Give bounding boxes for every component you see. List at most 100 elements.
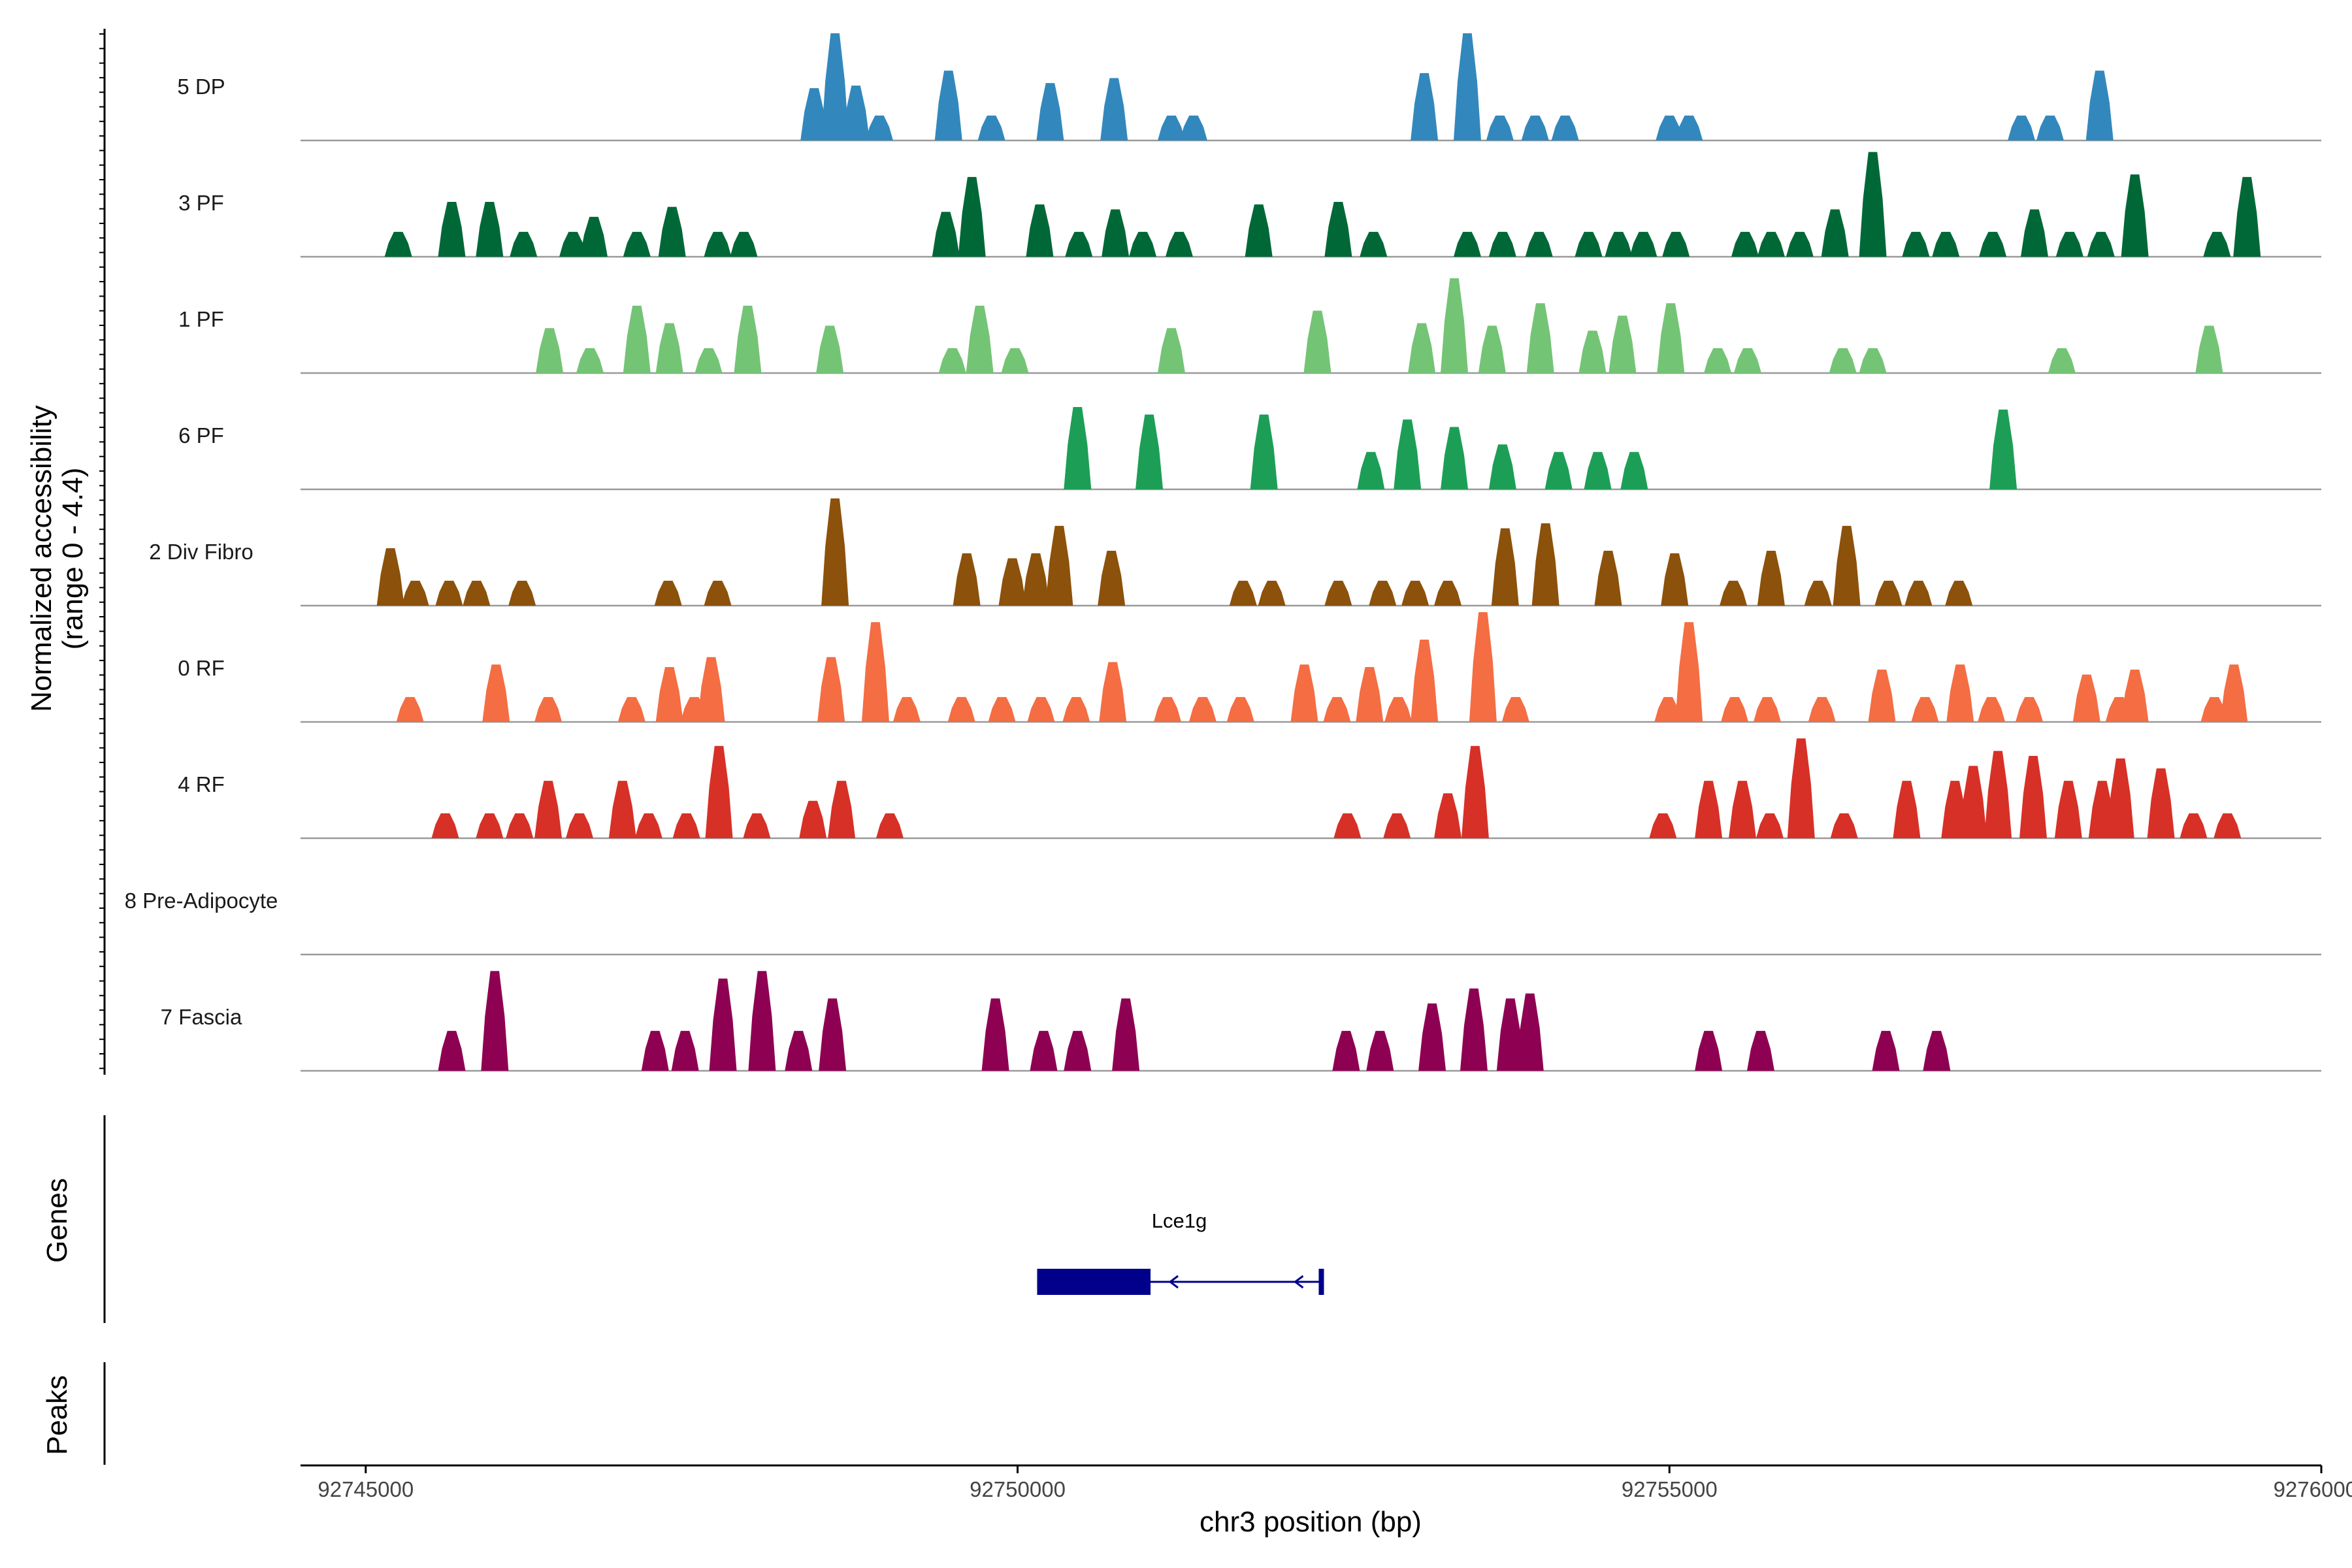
coverage-peak (1179, 115, 1207, 140)
coverage-peak (1526, 303, 1554, 373)
coverage-peak (1872, 1030, 1900, 1071)
coverage-peak (1584, 451, 1612, 489)
coverage-peak (623, 231, 651, 257)
coverage-peak (1488, 444, 1516, 489)
x-tick-label: 92750000 (970, 1477, 1066, 1501)
track-label: 4 RF (178, 772, 225, 796)
coverage-peak (1662, 231, 1690, 257)
coverage-peak (1695, 1030, 1723, 1071)
coverage-peak (1001, 348, 1029, 373)
coverage-peak (1946, 664, 1974, 722)
coverage-peak (2020, 209, 2048, 257)
gene-exon (1037, 1269, 1151, 1295)
gene-end-exon (1318, 1269, 1324, 1295)
coverage-peak (1332, 1030, 1360, 1071)
coverage-peak (1411, 640, 1439, 722)
coverage-peak (1027, 696, 1055, 722)
coverage-peak (2203, 231, 2231, 257)
coverage-peak (1157, 115, 1185, 140)
coverage-peak (1098, 551, 1126, 606)
coverage-peak (476, 813, 504, 838)
coverage-peak (1978, 696, 2006, 722)
track-label: 0 RF (178, 656, 225, 680)
coverage-peak (1229, 580, 1257, 606)
coverage-peak (1065, 231, 1093, 257)
coverage-peak (704, 231, 732, 257)
coverage-peak (510, 231, 538, 257)
coverage-peak (435, 580, 463, 606)
coverage-peak (1394, 419, 1422, 489)
coverage-peak (932, 212, 960, 257)
track-label: 1 PF (178, 307, 224, 331)
coverage-peak (1654, 696, 1682, 722)
coverage-peak (476, 202, 504, 257)
coverage-peak (1303, 310, 1331, 373)
coverage-peak (506, 813, 534, 838)
coverage-peak (875, 813, 904, 838)
coverage-peak (1383, 813, 1411, 838)
coverage-peak (580, 216, 608, 257)
coverage-peak (2054, 781, 2082, 838)
coverage-peak (1258, 580, 1286, 606)
coverage-peak (1461, 745, 1489, 838)
coverage-peak (1496, 998, 1524, 1071)
coverage-peak (892, 696, 921, 722)
coverage-peak (1904, 580, 1933, 606)
x-tick-label: 92755000 (1622, 1477, 1718, 1501)
coverage-peak (1830, 813, 1858, 838)
coverage-peak (1594, 551, 1622, 606)
coverage-peak (709, 978, 737, 1071)
y-axis-range: (range 0 - 4.4) (57, 468, 89, 650)
coverage-peak (748, 971, 776, 1071)
coverage-peak (2106, 758, 2134, 838)
coverage-peak (1369, 580, 1397, 606)
coverage-peak (2220, 664, 2248, 722)
coverage-peak (821, 33, 849, 141)
coverage-peak (2233, 176, 2261, 257)
coverage-peak (1874, 580, 1903, 606)
coverage-peak (1804, 580, 1832, 606)
coverage-peak (2087, 231, 2115, 257)
coverage-peak (1099, 662, 1127, 722)
coverage-peak (1360, 231, 1388, 257)
coverage-peak (816, 325, 844, 373)
coverage-peak (730, 231, 758, 257)
coverage-peak (2121, 174, 2149, 257)
coverage-peak (1112, 998, 1140, 1071)
coverage-peak (1932, 231, 1960, 257)
coverage-peak (947, 696, 975, 722)
coverage-peak (2213, 813, 2242, 838)
strand-arrow (1168, 1275, 1179, 1289)
coverage-peak (1821, 209, 1849, 257)
coverage-peak (2085, 71, 2114, 140)
x-tick-label: 92760000 (2274, 1477, 2352, 1501)
coverage-peak (934, 71, 962, 140)
coverage-peak (1656, 115, 1684, 140)
coverage-peak (1605, 231, 1633, 257)
coverage-peak (1746, 1030, 1774, 1071)
coverage-peak (1575, 231, 1603, 257)
coverage-peak (1609, 316, 1637, 373)
coverage-peak (655, 667, 683, 722)
coverage-peak (1733, 348, 1761, 373)
coverage-peak (536, 328, 564, 373)
coverage-peak (634, 813, 662, 838)
coverage-peak (2036, 115, 2064, 140)
coverage-peak (1488, 231, 1516, 257)
coverage-peak (1357, 451, 1385, 489)
coverage-peak (1859, 348, 1887, 373)
coverage-peak (1356, 667, 1384, 722)
coverage-peak (862, 622, 890, 722)
peaks-track-title: Peaks (41, 1375, 73, 1455)
coverage-peak (977, 115, 1005, 140)
coverage-peak (1469, 612, 1497, 722)
strand-arrow (1293, 1275, 1304, 1289)
coverage-peak (463, 580, 491, 606)
coverage-peak (2019, 756, 2047, 838)
coverage-peak (1245, 204, 1273, 257)
coverage-peak (1989, 409, 2017, 489)
coverage-peak (958, 176, 986, 257)
coverage-peak (694, 348, 723, 373)
coverage-peak (655, 323, 683, 373)
